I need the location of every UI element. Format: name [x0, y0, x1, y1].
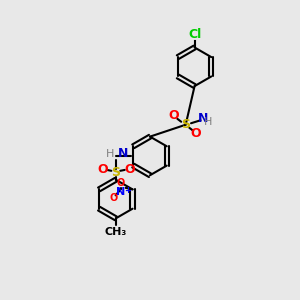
Text: N: N	[118, 147, 129, 160]
Text: O: O	[191, 127, 201, 140]
Text: Cl: Cl	[188, 28, 201, 41]
Text: O: O	[124, 163, 134, 176]
Text: O: O	[97, 163, 108, 176]
Text: +: +	[124, 186, 131, 195]
Text: S: S	[181, 118, 190, 131]
Text: CH₃: CH₃	[105, 227, 127, 237]
Text: N: N	[198, 112, 209, 125]
Text: O: O	[169, 109, 179, 122]
Text: O: O	[116, 178, 125, 188]
Text: O: O	[109, 193, 117, 203]
Text: H: H	[204, 117, 213, 127]
Text: S: S	[111, 166, 120, 179]
Text: N: N	[116, 187, 125, 197]
Text: H: H	[106, 148, 114, 159]
